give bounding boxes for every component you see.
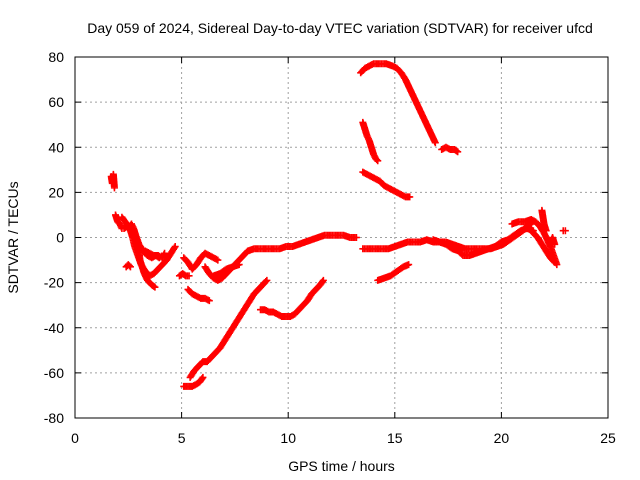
y-axis-label: SDTVAR / TECUs bbox=[5, 181, 21, 293]
x-tick-label: 10 bbox=[280, 430, 296, 446]
tick-layer: 0 5 10 15 20 25 -80 -60 -40 -20 0 20 40 60 80 bbox=[44, 49, 616, 446]
series-s13 bbox=[186, 276, 271, 381]
data-point bbox=[235, 261, 243, 269]
x-tick-label: 15 bbox=[387, 430, 403, 446]
series-s1 bbox=[107, 170, 118, 192]
y-tick-label: -40 bbox=[44, 320, 64, 336]
data-point bbox=[263, 276, 271, 284]
y-tick-label: -80 bbox=[44, 410, 64, 426]
data-point bbox=[161, 249, 169, 257]
x-axis-label: GPS time / hours bbox=[288, 458, 395, 474]
data-point bbox=[542, 227, 550, 235]
series-s26 bbox=[559, 227, 569, 235]
data-point bbox=[352, 234, 360, 241]
series-s12 bbox=[180, 373, 207, 390]
data-point bbox=[171, 243, 179, 251]
series-s17 bbox=[359, 118, 382, 165]
data-point bbox=[262, 277, 270, 285]
data-point bbox=[110, 184, 118, 192]
data-point bbox=[561, 227, 569, 235]
data-point bbox=[151, 283, 159, 291]
data-point bbox=[126, 263, 134, 271]
series-s21 bbox=[429, 224, 537, 260]
series-s10 bbox=[201, 231, 360, 284]
series-s15 bbox=[357, 60, 439, 147]
data-point bbox=[170, 244, 178, 252]
series-s11 bbox=[210, 261, 243, 280]
series-s4 bbox=[122, 261, 134, 271]
y-tick-label: 0 bbox=[56, 230, 64, 246]
y-tick-label: 60 bbox=[48, 94, 64, 110]
x-tick-label: 20 bbox=[494, 430, 510, 446]
series-s24 bbox=[538, 206, 550, 235]
series-s16 bbox=[438, 143, 462, 156]
data-point bbox=[550, 257, 558, 265]
grid-layer bbox=[75, 57, 608, 418]
data-point bbox=[185, 272, 193, 280]
series-s14 bbox=[256, 276, 327, 320]
series-s25 bbox=[546, 234, 559, 248]
y-tick-label: 20 bbox=[48, 184, 64, 200]
data-point bbox=[454, 148, 462, 156]
series-s8 bbox=[180, 249, 222, 273]
data-point bbox=[374, 157, 382, 165]
data-point bbox=[551, 258, 559, 266]
series-s23 bbox=[525, 224, 559, 266]
data-point bbox=[214, 256, 222, 264]
chart-title: Day 059 of 2024, Sidereal Day-to-day VTE… bbox=[87, 20, 593, 36]
data-point bbox=[373, 156, 381, 164]
data-layer bbox=[107, 60, 569, 390]
series-s18 bbox=[359, 168, 414, 201]
y-tick-label: 40 bbox=[48, 139, 64, 155]
y-tick-label: 80 bbox=[48, 49, 64, 65]
series-s9 bbox=[184, 285, 213, 305]
y-tick-label: -20 bbox=[44, 275, 64, 291]
data-point bbox=[405, 261, 413, 269]
data-point bbox=[125, 262, 133, 270]
series-s6 bbox=[141, 247, 169, 262]
x-tick-label: 5 bbox=[178, 430, 186, 446]
data-point bbox=[551, 240, 559, 248]
series-s7 bbox=[175, 270, 193, 280]
data-point bbox=[205, 297, 213, 305]
y-tick-label: -60 bbox=[44, 365, 64, 381]
data-point bbox=[319, 276, 327, 284]
data-point bbox=[406, 193, 414, 201]
data-point bbox=[431, 139, 439, 147]
data-point bbox=[199, 373, 207, 381]
series-s20 bbox=[374, 261, 413, 284]
x-tick-label: 0 bbox=[71, 430, 79, 446]
x-tick-label: 25 bbox=[600, 430, 616, 446]
